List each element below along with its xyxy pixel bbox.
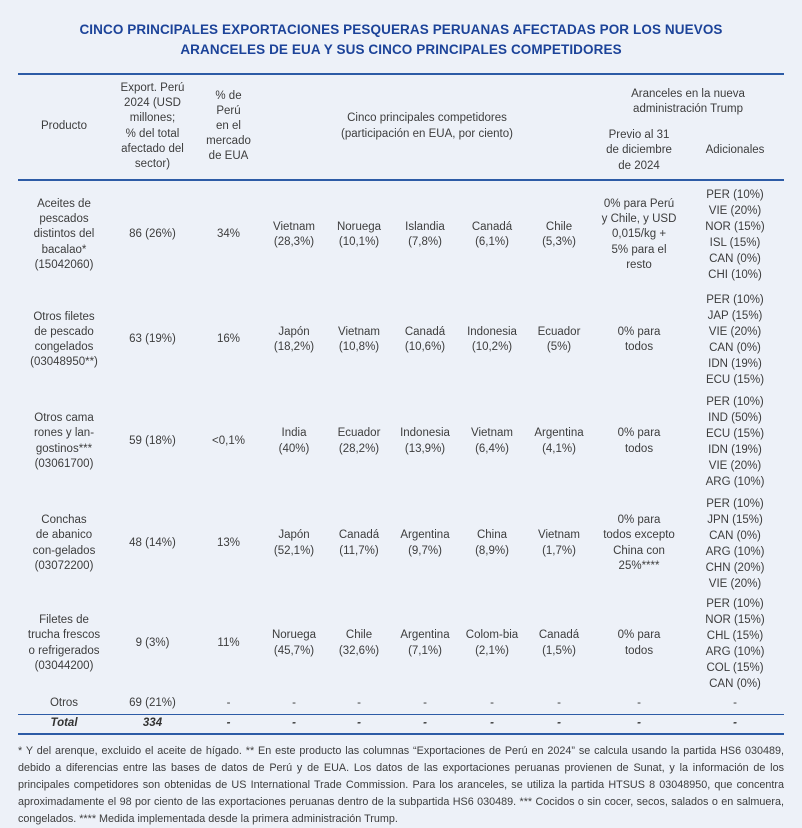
cell-dash: - [423,696,427,709]
cell-dash: - [423,717,427,730]
cell-dash: - [637,696,641,709]
cell-product: Otros cama rones y lan- gostinos*** (030… [33,412,95,470]
cell-competitor-4: China (8,9%) [475,529,509,557]
cell-product: Conchas de abanico con-gelados (03072200… [32,514,96,572]
cell-competitor-2: Noruega (10,1%) [336,220,382,248]
cell-competitor-2: Ecuador (28,2%) [337,427,381,455]
cell-adicionales: PER (10%) IND (50%) ECU (15%) IDN (19%) … [705,395,765,488]
cell-dash: - [557,717,561,730]
cell-competitor-1: Japón (18,2%) [273,325,315,353]
cell-dash: - [490,696,494,709]
cell-previo: 0% para todos [617,325,661,353]
cell-adicionales: PER (10%) VIE (20%) NOR (15%) ISL (15%) … [705,189,765,281]
cell-pct: 13% [216,536,241,549]
footnote: * Y del arenque, excluido el aceite de h… [18,744,784,825]
cell-competitor-1: Japón (52,1%) [273,529,315,557]
cell-dash: - [490,717,494,730]
cell-pct: <0,1% [212,434,245,447]
table-row-filetes-congelados: Otros filetes de pescado congelados (030… [18,290,784,391]
cell-export: 59 (18%) [129,434,176,447]
header-row-1: Producto Export. Perú 2024 (USD millones… [18,74,784,170]
cell-dash: - [226,717,231,730]
cell-competitor-5: Ecuador (5%) [537,325,581,353]
cell-product: Filetes de trucha frescos o refrigerados… [27,614,101,672]
cell-product: Otros [49,696,79,709]
cell-pct: 34% [216,228,241,241]
cell-dash: - [637,717,641,730]
cell-export: 69 (21%) [129,696,176,709]
cell-dash: - [733,696,737,709]
col-header-adicionales: Adicionales [705,144,765,157]
cell-export: 63 (19%) [129,333,176,346]
col-header-export: Export. Perú 2024 (USD millones; % del t… [120,81,185,170]
cell-competitor-5: Argentina (4,1%) [534,427,584,455]
cell-dash: - [357,696,361,709]
cell-previo: 0% para todos [617,427,661,455]
cell-dash: - [292,696,296,709]
table-row-aceites: Aceites de pescados distintos del bacala… [18,180,784,290]
cell-export: 86 (26%) [129,228,176,241]
col-header-producto: Producto [40,119,88,132]
cell-dash: - [557,696,561,709]
cell-dash: - [357,717,361,730]
cell-dash: - [292,717,296,730]
cell-export: 334 [142,717,163,730]
table-row-trucha: Filetes de trucha frescos o refrigerados… [18,595,784,693]
cell-competitor-5: Canadá (1,5%) [538,629,580,657]
cell-competitor-2: Vietnam (10,8%) [338,325,380,353]
cell-competitor-2: Canadá (11,7%) [338,529,380,557]
col-header-pct-peru: % de Perú en el mercado de EUA [206,89,251,163]
cell-competitor-3: Islandia (7,8%) [405,220,445,248]
header-row-2: Previo al 31 de diciembre de 2024 Adicio… [18,124,784,180]
cell-competitor-3: Indonesia (13,9%) [400,427,450,455]
cell-pct: 16% [216,333,241,346]
cell-competitor-3: Argentina (9,7%) [400,529,450,557]
col-header-competidores: Cinco principales competidores (particip… [341,112,513,140]
col-header-aranceles: Aranceles en la nueva administración Tru… [631,87,745,115]
cell-pct: 11% [217,636,240,649]
table-row-otros: Otros 69 (21%) - - - - - - - - [18,693,784,715]
cell-previo: 0% para todos excepto China con 25%**** [603,514,675,572]
cell-product: Total [50,717,78,730]
cell-competitor-1: Noruega (45,7%) [271,629,317,657]
cell-dash: - [226,696,231,709]
cell-competitor-4: Canadá (6,1%) [471,220,513,248]
cell-previo: 0% para Perú y Chile, y USD 0,015/kg + 5… [601,198,677,271]
cell-competitor-2: Chile (32,6%) [338,629,380,657]
cell-competitor-1: India (40%) [278,427,310,455]
cell-competitor-5: Chile (5,3%) [542,220,576,248]
col-header-previo: Previo al 31 de diciembre de 2024 [606,129,672,172]
cell-competitor-5: Vietnam (1,7%) [538,529,580,557]
cell-export: 48 (14%) [129,536,176,549]
table-row-total: Total 334 - - - - - - - - [18,714,785,734]
cell-competitor-3: Argentina (7,1%) [400,629,450,657]
cell-export: 9 (3%) [135,636,170,649]
table-row-conchas: Conchas de abanico con-gelados (03072200… [18,493,784,595]
cell-adicionales: PER (10%) JAP (15%) VIE (20%) CAN (0%) I… [705,294,765,386]
cell-product: Aceites de pescados distintos del bacala… [33,198,95,271]
cell-competitor-1: Vietnam (28,3%) [273,220,315,248]
cell-competitor-4: Vietnam (6,4%) [471,427,513,455]
cell-adicionales: PER (10%) JPN (15%) CAN (0%) ARG (10%) C… [705,497,765,590]
cell-adicionales: PER (10%) NOR (15%) CHL (15%) ARG (10%) … [705,597,765,690]
table-row-camarones: Otros cama rones y lan- gostinos*** (030… [18,391,784,493]
exports-table: Producto Export. Perú 2024 (USD millones… [18,73,785,735]
cell-previo: 0% para todos [617,629,661,657]
figure-title: CINCO PRINCIPALES EXPORTACIONES PESQUERA… [79,22,723,58]
cell-product: Otros filetes de pescado congelados (030… [30,310,98,369]
cell-dash: - [733,717,737,730]
cell-competitor-3: Canadá (10,6%) [404,325,446,353]
cell-competitor-4: Indonesia (10,2%) [467,325,517,353]
cell-competitor-4: Colom-bia (2,1%) [465,629,519,657]
